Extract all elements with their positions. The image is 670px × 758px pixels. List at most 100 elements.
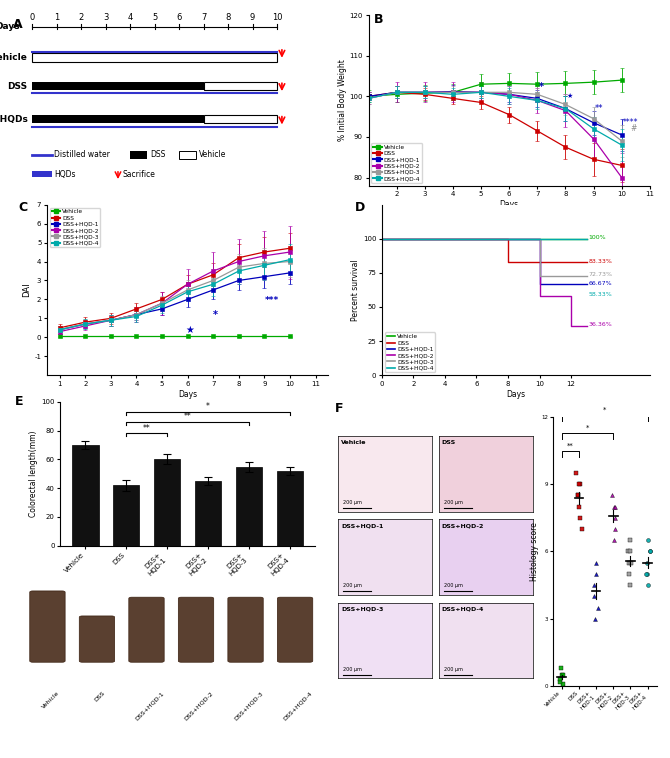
Point (642, 556, 653, 568)
Text: 9: 9 (250, 13, 255, 22)
Text: DSS+HQD-1: DSS+HQD-1 (134, 690, 165, 721)
Text: DSS: DSS (442, 440, 456, 445)
Text: B: B (374, 14, 384, 27)
Text: *: * (206, 402, 210, 412)
Text: *: * (213, 310, 218, 321)
Text: **: ** (143, 424, 151, 433)
Text: 200 μm: 200 μm (343, 666, 362, 672)
Bar (130, 151, 147, 158)
Text: ****: **** (623, 117, 639, 127)
Text: 200 μm: 200 μm (343, 583, 362, 588)
Point (555, 673, 565, 685)
Point (557, 678, 568, 690)
Point (609, 500, 620, 512)
Legend: Vehicle, DSS, DSS+HQD-1, DSS+HQD-2, DSS+HQD-3, DSS+HQD-4: Vehicle, DSS, DSS+HQD-1, DSS+HQD-2, DSS+… (50, 208, 100, 247)
Legend: Vehicle, DSS, DSS+HQD-1, DSS+HQD-2, DSS+HQD-3, DSS+HQD-4: Vehicle, DSS, DSS+HQD-1, DSS+HQD-2, DSS+… (371, 143, 422, 183)
Point (608, 500, 619, 512)
Y-axis label: Percent survival: Percent survival (351, 259, 360, 321)
Text: Sacrifice: Sacrifice (123, 170, 155, 179)
Text: DSS+HQD-4: DSS+HQD-4 (283, 690, 314, 721)
Bar (32, 115, 204, 124)
Point (557, 669, 567, 681)
Point (573, 490, 584, 502)
Point (624, 579, 635, 591)
FancyBboxPatch shape (29, 591, 65, 662)
Point (622, 546, 633, 558)
Point (626, 556, 636, 568)
Text: 72.73%: 72.73% (588, 272, 612, 277)
Text: **: ** (184, 412, 192, 421)
Text: Days: Days (0, 22, 20, 31)
Point (623, 568, 634, 580)
Text: DSS: DSS (150, 150, 165, 159)
Text: DSS+HQD-1: DSS+HQD-1 (341, 523, 383, 528)
Text: Vehicle: Vehicle (41, 690, 60, 709)
Text: 200 μm: 200 μm (444, 666, 462, 672)
Text: DSS+HQD-3: DSS+HQD-3 (233, 690, 264, 721)
Point (607, 490, 618, 502)
FancyBboxPatch shape (129, 597, 164, 662)
FancyBboxPatch shape (228, 597, 263, 662)
Text: +HQDs: +HQDs (0, 115, 27, 124)
Point (589, 590, 600, 603)
Bar (179, 151, 196, 158)
X-axis label: Days: Days (507, 390, 525, 399)
Text: 66.67%: 66.67% (588, 280, 612, 286)
Bar (32, 171, 52, 177)
Bar (204, 82, 277, 90)
Text: 200 μm: 200 μm (444, 500, 462, 505)
Text: ***: *** (265, 296, 279, 305)
Text: DSS+HQD-2: DSS+HQD-2 (184, 690, 214, 721)
Text: 10: 10 (272, 13, 282, 22)
Legend: Vehicle, DSS, DSS+HQD-1, DSS+HQD-2, DSS+HQD-3, DSS+HQD-4: Vehicle, DSS, DSS+HQD-1, DSS+HQD-2, DSS+… (385, 333, 436, 372)
Text: ★: ★ (185, 324, 194, 334)
Y-axis label: % Initial Body Weight: % Initial Body Weight (338, 59, 346, 142)
Point (591, 568, 602, 580)
Bar (113, 485, 139, 546)
Point (555, 675, 565, 688)
Point (573, 490, 584, 502)
Point (589, 579, 600, 591)
Text: 6: 6 (176, 13, 182, 22)
Text: 2: 2 (78, 13, 84, 22)
Text: 100%: 100% (588, 235, 606, 240)
Text: 5: 5 (152, 13, 157, 22)
Text: #: # (630, 124, 636, 133)
Point (592, 601, 603, 613)
Text: DSS: DSS (7, 82, 27, 91)
Text: 200 μm: 200 μm (444, 583, 462, 588)
Bar (277, 471, 304, 546)
Point (609, 534, 620, 547)
Text: 3: 3 (103, 13, 109, 22)
Point (642, 579, 653, 591)
Text: **: ** (595, 104, 604, 113)
Text: 36.36%: 36.36% (588, 322, 612, 327)
X-axis label: Days: Days (178, 390, 197, 399)
Text: *: * (539, 83, 544, 92)
Point (645, 546, 656, 558)
Text: E: E (15, 394, 23, 408)
Point (590, 612, 601, 625)
Text: C: C (19, 202, 28, 215)
Point (610, 523, 621, 535)
Text: Vehicle: Vehicle (341, 440, 366, 445)
Point (642, 568, 653, 580)
Point (574, 500, 584, 512)
Text: DSS: DSS (94, 690, 106, 703)
Point (643, 534, 653, 547)
Text: *: * (603, 406, 606, 412)
Bar (236, 466, 263, 546)
Point (577, 523, 588, 535)
Text: D: D (355, 202, 365, 215)
FancyBboxPatch shape (79, 616, 115, 662)
Text: Vehicle: Vehicle (0, 53, 27, 62)
Bar (72, 445, 98, 546)
Text: 4: 4 (127, 13, 133, 22)
Bar (32, 53, 277, 62)
Text: HQDs: HQDs (54, 170, 76, 179)
Bar (204, 115, 277, 124)
Bar (195, 481, 221, 546)
Point (624, 546, 635, 558)
Text: DSS+HQD-2: DSS+HQD-2 (442, 523, 484, 528)
Point (609, 512, 620, 524)
